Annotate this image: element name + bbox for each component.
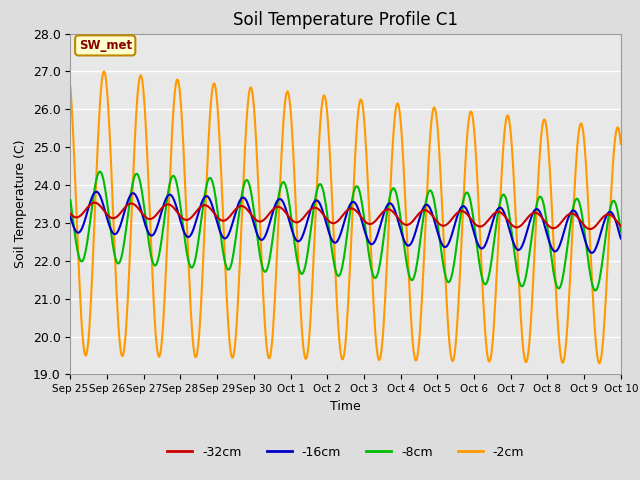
Title: Soil Temperature Profile C1: Soil Temperature Profile C1 [233,11,458,29]
X-axis label: Time: Time [330,400,361,413]
Legend: -32cm, -16cm, -8cm, -2cm: -32cm, -16cm, -8cm, -2cm [162,441,529,464]
Y-axis label: Soil Temperature (C): Soil Temperature (C) [14,140,28,268]
Text: SW_met: SW_met [79,39,132,52]
